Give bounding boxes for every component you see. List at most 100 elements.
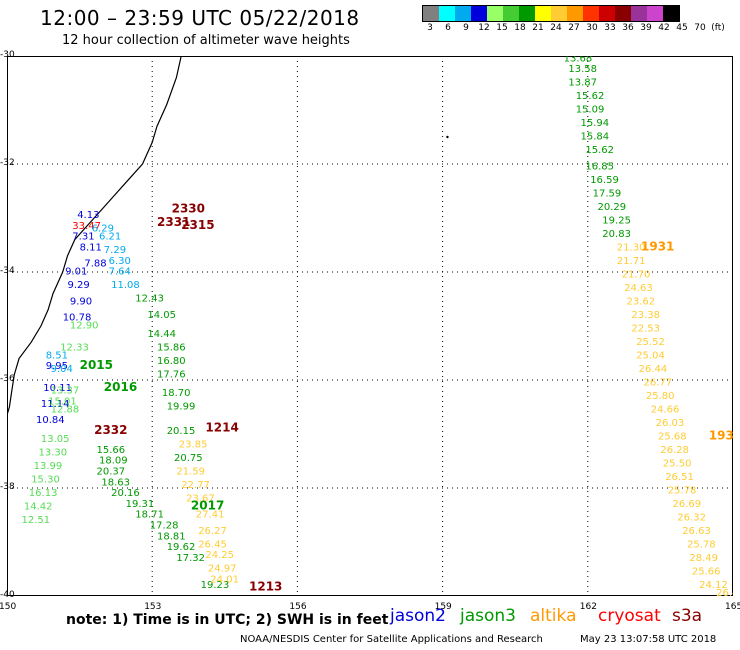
wave-height-value: 26.45 [198,539,227,550]
wave-height-value: 18.70 [162,388,191,399]
wave-height-value: 26.27 [198,526,227,537]
wave-height-value: 26.28 [660,445,689,456]
lat-tick-label: -32 [0,158,15,168]
color-swatch [471,6,487,21]
wave-height-value: 14.05 [147,310,176,321]
wave-height-value: 14.44 [147,329,176,340]
wave-height-value: 11.14 [41,399,70,410]
pass-time-label: 2315 [181,218,214,232]
color-swatch [487,6,503,21]
color-scale-label: 27 [568,23,580,33]
wave-height-value: 10.78 [63,313,92,324]
wave-height-value: 24.01 [210,575,239,586]
wave-height-value: 25.50 [663,458,692,469]
wave-height-value: 12.43 [135,294,164,305]
wave-height-value: 6.30 [109,256,131,267]
wave-height-value: 19.99 [167,402,196,413]
wave-height-value: 7.88 [84,259,106,270]
color-scale-label: 70 [694,23,706,33]
satellite-legend-item: s3a [672,606,703,626]
color-scale-label: 30 [586,23,598,33]
wave-height-value: 13.05 [41,434,70,445]
wave-height-value: 15.09 [576,105,605,116]
wave-height-value: 25.04 [636,350,665,361]
color-swatch [615,6,631,21]
lat-tick-label: -34 [0,266,15,276]
color-scale-label: 9 [463,23,469,33]
pass-time-label: 2331 [157,215,190,229]
wave-height-value: 20.75 [174,453,203,464]
wave-height-value: 19.25 [602,215,631,226]
wave-height-value: 17.32 [176,553,205,564]
wave-height-value: 8.11 [80,242,102,253]
wave-height-value: 7.64 [109,267,131,278]
wave-height-value: 17.76 [157,369,186,380]
wave-height-value: 10.11 [43,383,72,394]
wave-height-value: 26.03 [656,418,685,429]
wave-height-value: 20.15 [167,426,196,437]
wave-height-value: 9.90 [70,296,92,307]
lon-tick-label: 162 [579,602,597,612]
satellite-legend-item: jason3 [460,606,516,626]
wave-height-value: 24.97 [208,564,237,575]
color-scale-label: (ft) [711,23,725,33]
wave-height-value: 19.62 [167,542,196,553]
wave-height-value: 21.59 [176,467,205,478]
wave-height-value: 25.68 [658,431,687,442]
color-scale-label: 45 [676,23,688,33]
lat-tick-label: -36 [0,374,15,384]
pass-time-label: 1931 [641,239,674,253]
lon-tick-label: 165 [725,602,740,612]
island-mark [446,135,449,139]
wave-height-value: 13.68 [564,56,593,64]
footer-credit: NOAA/NESDIS Center for Satellite Applica… [240,634,543,645]
pass-time-label: 1213 [249,580,282,594]
wave-height-value: 18.63 [101,477,130,488]
wave-height-value: 15.62 [585,145,614,156]
wave-height-value: 22.53 [631,323,660,334]
color-swatch [599,6,615,21]
wave-height-value: 12.88 [51,404,80,415]
wave-height-value: 9.04 [51,364,73,375]
wave-height-value: 24.25 [205,550,234,561]
wave-height-value: 8.51 [46,350,68,361]
wave-height-value: 15.84 [581,132,610,143]
wave-height-value: 15.62 [576,91,605,102]
wave-height-value: 12.90 [70,321,99,332]
wave-height-value: 26.32 [677,512,706,523]
coastline [7,56,182,461]
color-scale-label: 3 [427,23,433,33]
wave-height-value: 21.71 [617,256,646,267]
wave-height-value: 16.13 [29,488,58,499]
color-swatch [423,6,439,21]
color-scale-label: 39 [640,23,652,33]
wave-height-value: 12.33 [60,342,89,353]
wave-height-value: 23.62 [627,296,656,307]
color-swatch [567,6,583,21]
pass-time-label: 2015 [80,358,113,372]
wave-height-color-scale: 3 6 9 12 15 18 21 24 27 30 33 36 39 42 45 70 (ft) [422,5,728,33]
wave-height-value: 16.80 [157,356,186,367]
lon-tick-label: 156 [289,602,307,612]
color-scale-label: 18 [514,23,526,33]
pass-time-label: 1930 [709,428,733,442]
color-scale-label: 12 [478,23,490,33]
color-swatch [439,6,455,21]
color-swatch [455,6,471,21]
satellite-legend-item: altika [530,606,577,626]
color-scale-label: 15 [496,23,508,33]
wave-height-value: 6.21 [99,232,121,243]
wave-height-value: 21.30 [617,242,646,253]
color-swatch [551,6,567,21]
wave-height-value: 10.84 [36,415,65,426]
map-title: 12:00 – 23:59 UTC 05/22/2018 [40,6,360,30]
wave-height-value: 9.95 [46,361,68,372]
wave-height-value: 23.67 [186,494,215,505]
wave-height-value: 7.31 [72,232,94,243]
lat-tick-label: -40 [0,590,15,600]
lat-tick-label: -30 [0,50,15,60]
legend-note: note: 1) Time is in UTC; 2) SWH is in fe… [66,612,389,628]
pass-time-label: 2016 [104,380,137,394]
wave-height-value: 19.23 [201,580,230,591]
color-swatch [631,6,647,21]
